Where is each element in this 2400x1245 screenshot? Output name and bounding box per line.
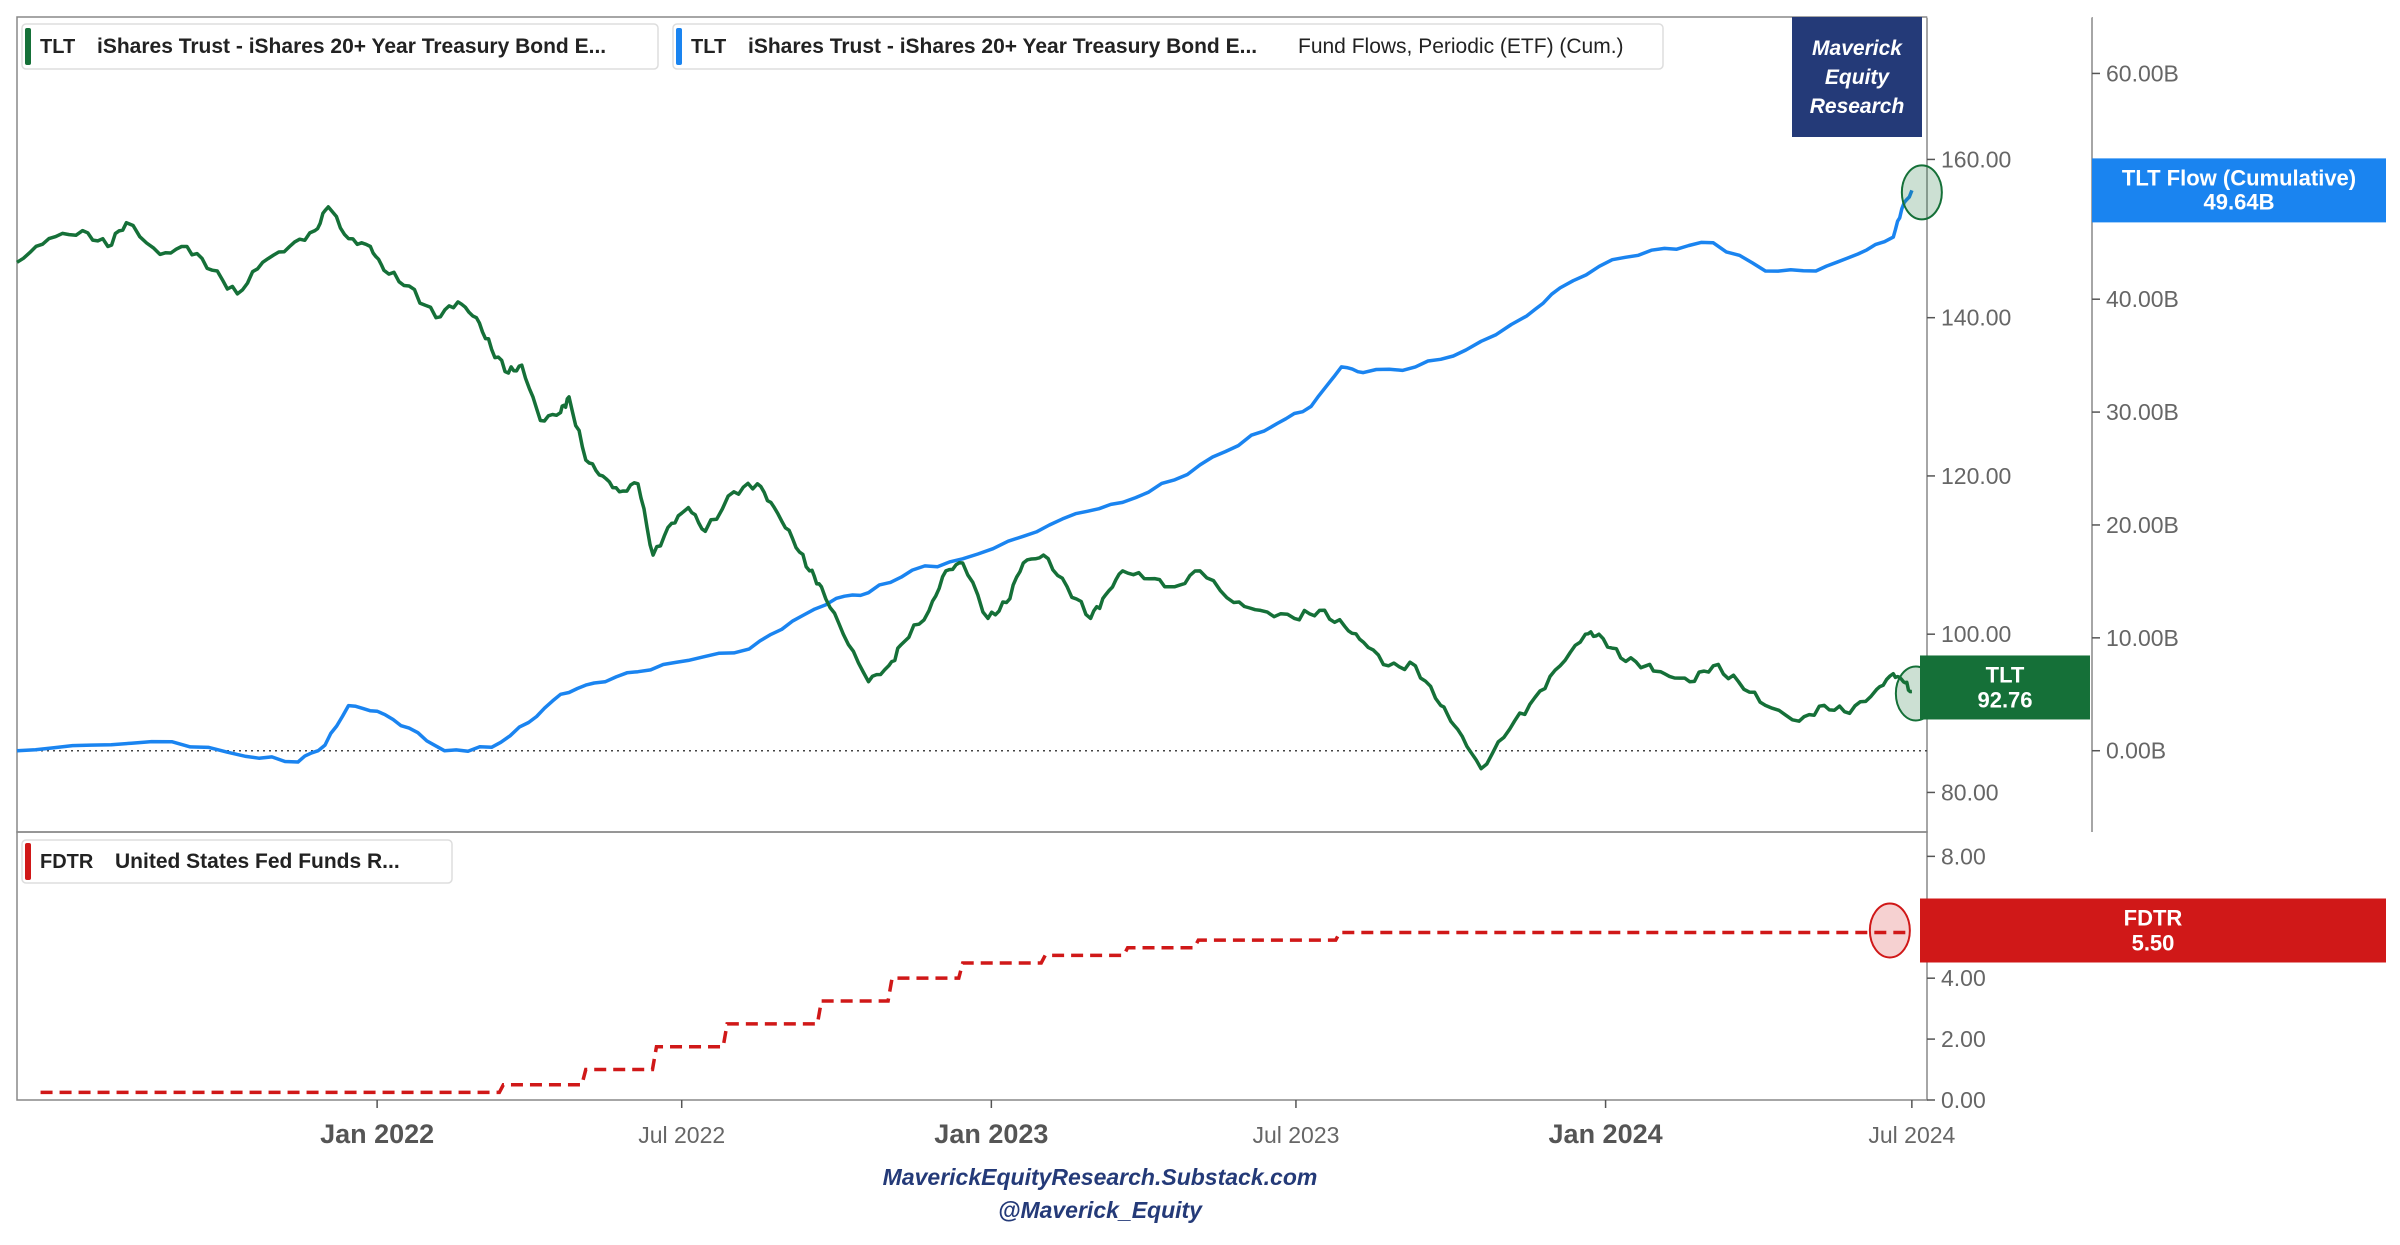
legend-name: United States Fed Funds R... — [115, 850, 400, 873]
bottom-tick-label: 2.00 — [1941, 1026, 1986, 1052]
x-tick-label: Jul 2024 — [1868, 1122, 1955, 1148]
legend-item-fdtr: FDTR United States Fed Funds R... — [21, 839, 453, 884]
fdtr-value-badge — [1920, 898, 2386, 963]
end-point-highlights — [1868, 164, 1943, 959]
highlight-circle-fdtr-end — [1868, 902, 1911, 959]
brand-line-1: Maverick — [1812, 37, 1903, 60]
legend-ticker: TLT — [40, 36, 75, 58]
bottom-panel-axis-ticks: 0.002.004.006.008.00 — [1927, 843, 1986, 1113]
left-tick-label: 160.00 — [1941, 146, 2011, 172]
x-tick-label: Jul 2022 — [638, 1122, 725, 1148]
series-line-tlt-flow — [16, 189, 1914, 764]
left-axis-ticks: 80.00 100.00 120.00 140.00 160.00 — [1927, 146, 2011, 805]
brand-line-3: Research — [1810, 95, 1905, 118]
legend-name: iShares Trust - iShares 20+ Year Treasur… — [97, 35, 606, 58]
price-value-badge — [1920, 655, 2090, 720]
right-tick-label: 60.00B — [2106, 60, 2179, 86]
right-tick-label: 40.00B — [2106, 286, 2179, 312]
right-tick-label: 20.00B — [2106, 512, 2179, 538]
series-line-tlt-price — [16, 205, 1913, 771]
brand-line-2: Equity — [1825, 66, 1890, 89]
footer-handle: @Maverick_Equity — [998, 1197, 1203, 1223]
x-axis-ticks: Jan 2022 Jul 2022 Jan 2023 Jul 2023 Jan 2024… — [320, 1100, 1956, 1149]
bottom-tick-label: 8.00 — [1941, 843, 1986, 869]
bottom-tick-label: 0.00 — [1941, 1087, 1986, 1113]
legend-name: iShares Trust - iShares 20+ Year Treasur… — [748, 35, 1257, 58]
bottom-panel-frame — [16, 831, 1928, 1101]
left-tick-label: 120.00 — [1941, 463, 2011, 489]
flow-value-badge-value: 49.64B — [2204, 189, 2275, 214]
x-tick-label: Jan 2023 — [934, 1119, 1048, 1149]
bottom-tick-label: 4.00 — [1941, 965, 1986, 991]
top-panel-frame — [16, 16, 1928, 833]
left-tick-label: 80.00 — [1941, 779, 1999, 805]
left-tick-label: 140.00 — [1941, 305, 2011, 331]
legend-item-tlt-price: TLT iShares Trust - iShares 20+ Year Tre… — [21, 23, 659, 70]
x-tick-label: Jan 2024 — [1549, 1119, 1663, 1149]
flow-value-badge-title: TLT Flow (Cumulative) — [2122, 165, 2356, 190]
series-lines — [16, 189, 1914, 1095]
x-tick-label: Jul 2023 — [1252, 1122, 1339, 1148]
legend-ticker: FDTR — [40, 851, 94, 873]
footer-substack: MaverickEquityResearch.Substack.com — [883, 1164, 1318, 1190]
highlight-circle-flow-end — [1900, 164, 1943, 221]
series-line-fdtr — [40, 930, 1912, 1095]
price-value-badge-value: 92.76 — [1977, 687, 2032, 712]
right-tick-label: 0.00B — [2106, 738, 2166, 764]
right-tick-label: 10.00B — [2106, 625, 2179, 651]
fdtr-value-badge-value: 5.50 — [2132, 931, 2175, 956]
price-value-badge-title: TLT — [1986, 662, 2025, 687]
brand-badge: Maverick Equity Research — [1792, 17, 1922, 137]
legend-ticker: TLT — [691, 36, 726, 58]
legend-field: Fund Flows, Periodic (ETF) (Cum.) — [1298, 35, 1624, 58]
left-tick-label: 100.00 — [1941, 621, 2011, 647]
x-tick-label: Jan 2022 — [320, 1119, 434, 1149]
flow-value-badge — [2092, 158, 2386, 223]
fdtr-value-badge-title: FDTR — [2124, 906, 2183, 931]
legend-item-tlt-flow: TLT iShares Trust - iShares 20+ Year Tre… — [672, 23, 1664, 70]
right-tick-label: 30.00B — [2106, 399, 2179, 425]
